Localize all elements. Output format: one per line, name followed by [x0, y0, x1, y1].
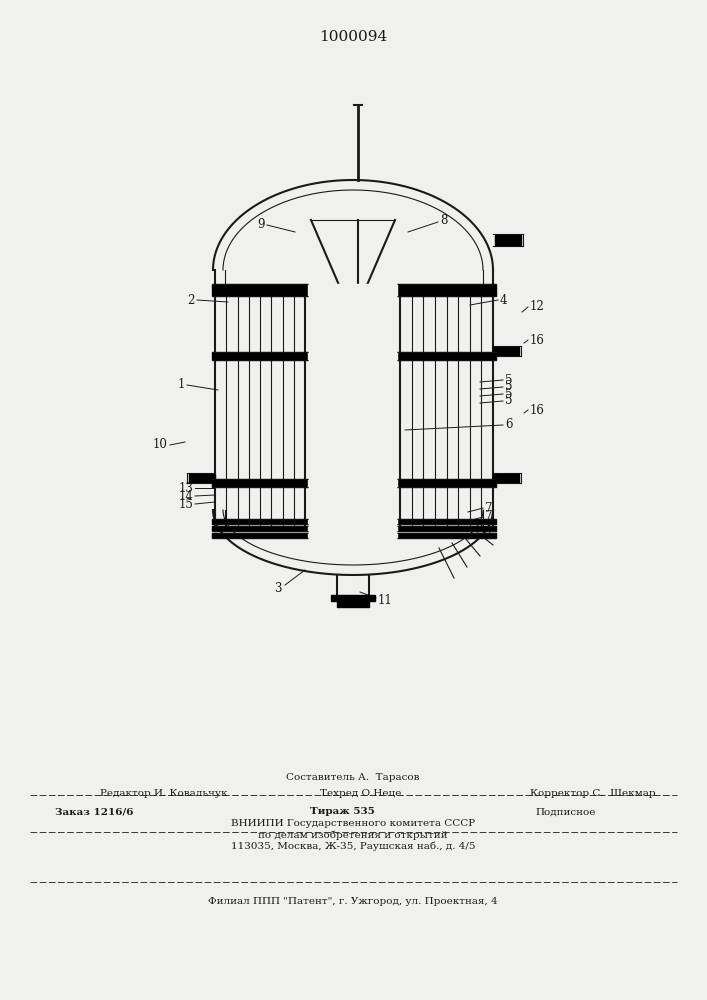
- Text: Тираж 535: Тираж 535: [310, 808, 375, 816]
- Bar: [397, 526, 496, 530]
- Bar: [308, 352, 397, 360]
- Bar: [308, 518, 397, 524]
- Bar: [308, 526, 397, 530]
- Bar: [308, 479, 397, 487]
- Text: 1: 1: [177, 378, 185, 391]
- Text: 5: 5: [505, 373, 513, 386]
- Text: 13: 13: [178, 482, 193, 494]
- Bar: [308, 532, 397, 538]
- Bar: [212, 284, 308, 296]
- Text: 6: 6: [505, 418, 513, 432]
- Bar: [212, 518, 308, 524]
- Bar: [397, 518, 496, 524]
- Text: 2: 2: [187, 294, 195, 306]
- Text: 1000094: 1000094: [319, 30, 387, 44]
- Bar: [331, 595, 375, 601]
- Text: по делам изобретения и открытий: по делам изобретения и открытий: [258, 830, 448, 840]
- Bar: [397, 532, 496, 538]
- Text: 16: 16: [530, 403, 545, 416]
- Text: Редактор И. Ковальчук: Редактор И. Ковальчук: [100, 788, 228, 798]
- Text: 8: 8: [440, 214, 448, 227]
- Text: 7: 7: [485, 528, 493, 542]
- Bar: [308, 284, 397, 296]
- Bar: [212, 479, 308, 487]
- Text: 7: 7: [485, 502, 493, 514]
- Bar: [212, 532, 308, 538]
- Text: 5: 5: [505, 387, 513, 400]
- Text: 113035, Москва, Ж-35, Раушская наб., д. 4/5: 113035, Москва, Ж-35, Раушская наб., д. …: [230, 841, 475, 851]
- Bar: [212, 526, 308, 530]
- Bar: [397, 284, 496, 296]
- Text: Корректор С.  Шекмар: Корректор С. Шекмар: [530, 788, 655, 798]
- Bar: [495, 235, 521, 245]
- Text: Подписное: Подписное: [535, 808, 595, 816]
- Text: Филиал ППП "Патент", г. Ужгород, ул. Проектная, 4: Филиал ППП "Патент", г. Ужгород, ул. Про…: [208, 896, 498, 906]
- Text: Составитель А.  Тарасов: Составитель А. Тарасов: [286, 774, 420, 782]
- Text: 7: 7: [485, 520, 493, 532]
- Bar: [493, 347, 519, 355]
- Text: 5: 5: [505, 394, 513, 408]
- Text: 12: 12: [530, 300, 545, 314]
- Text: Техред О.Неце: Техред О.Неце: [320, 788, 402, 798]
- Text: 5: 5: [505, 380, 513, 393]
- Text: 7: 7: [485, 510, 493, 524]
- Text: ВНИИПИ Государственного комитета СССР: ВНИИПИ Государственного комитета СССР: [231, 820, 475, 828]
- Bar: [212, 352, 308, 360]
- Bar: [397, 479, 496, 487]
- Text: 10: 10: [153, 438, 168, 452]
- Text: Заказ 1216/6: Заказ 1216/6: [55, 808, 134, 816]
- Text: 4: 4: [500, 294, 508, 306]
- Text: 3: 3: [274, 582, 282, 594]
- Bar: [493, 474, 519, 482]
- Text: 14: 14: [178, 489, 193, 502]
- Text: 11: 11: [378, 593, 393, 606]
- Bar: [397, 352, 496, 360]
- Text: 9: 9: [257, 219, 265, 232]
- Text: 15: 15: [178, 497, 193, 510]
- Bar: [334, 285, 372, 293]
- Text: 16: 16: [530, 334, 545, 347]
- Bar: [337, 601, 369, 607]
- Bar: [189, 474, 215, 482]
